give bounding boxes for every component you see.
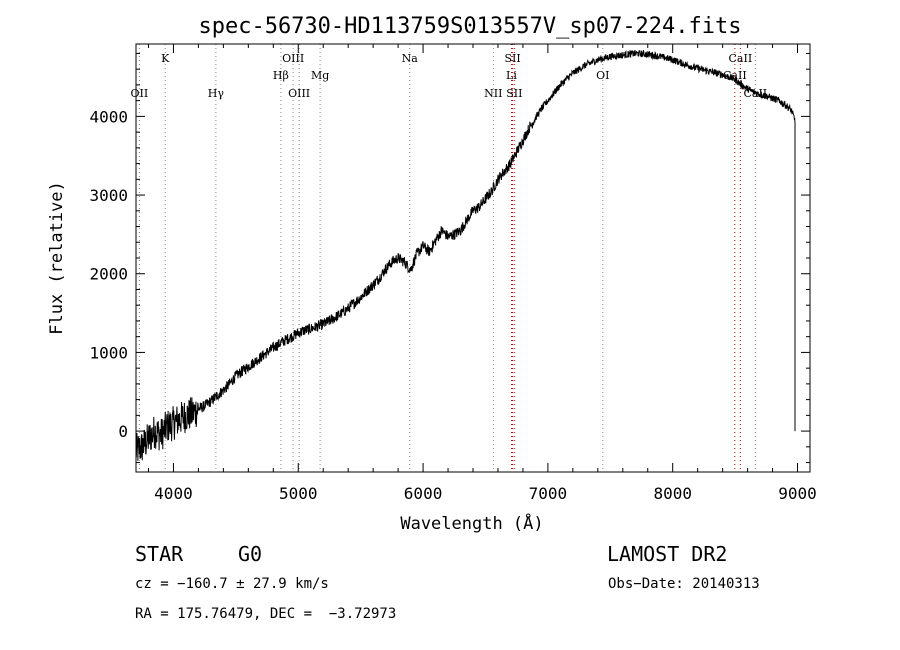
y-axis-ticks: 0 1000 2000 3000 4000: [89, 52, 810, 464]
coordinates: RA = 175.76479, DEC = −3.72973: [135, 606, 397, 622]
spectral-line-label: Mg: [311, 69, 329, 82]
spectral-line-label: SII: [506, 87, 522, 100]
spectral-line-label: SII: [504, 52, 520, 65]
y-tick-label: 1000: [89, 343, 128, 362]
x-tick-label: 4000: [154, 484, 193, 503]
spectral-line-label: Na: [402, 52, 419, 65]
y-tick-label: 3000: [89, 186, 128, 205]
spectral-line-label: OIII: [288, 87, 310, 100]
object-type: STAR: [135, 542, 184, 566]
spectral-subclass: G0: [238, 542, 263, 566]
spectral-line-label: OIII: [282, 52, 304, 65]
x-tick-label: 5000: [279, 484, 318, 503]
x-tick-label: 7000: [529, 484, 568, 503]
y-tick-label: 4000: [89, 107, 128, 126]
observation-date: Obs−Date: 20140313: [608, 576, 760, 592]
x-tick-label: 6000: [404, 484, 443, 503]
y-tick-label: 0: [118, 422, 128, 441]
chart-title: spec-56730-HD113759S013557V_sp07-224.fit…: [198, 14, 741, 39]
spectral-line-label: Hβ: [273, 69, 289, 82]
x-axis-ticks: 4000 5000 6000 7000 8000 9000: [147, 44, 817, 503]
plot-frame: [135, 43, 811, 473]
spectral-line-label: CaII: [729, 52, 753, 65]
spectral-lines-layer: [138, 44, 756, 472]
spectral-line-label: OII: [131, 87, 149, 100]
survey-name: LAMOST DR2: [607, 542, 728, 566]
spectral-line-label: K: [161, 52, 170, 65]
spectral-line-label: Hγ: [208, 87, 225, 100]
spectral-line-label: OI: [596, 69, 609, 82]
spectral-line-label: NII: [484, 87, 502, 100]
y-tick-label: 2000: [89, 265, 128, 284]
x-axis-label: Wavelength (Å): [400, 512, 543, 534]
x-tick-label: 8000: [653, 484, 692, 503]
x-tick-label: 9000: [778, 484, 817, 503]
spectral-line-label: Li: [506, 69, 517, 82]
y-axis-label: Flux (relative): [47, 181, 67, 335]
redshift-velocity: cz = −160.7 ± 27.9 km/s: [135, 576, 329, 592]
spectrum-line: [135, 49, 796, 461]
